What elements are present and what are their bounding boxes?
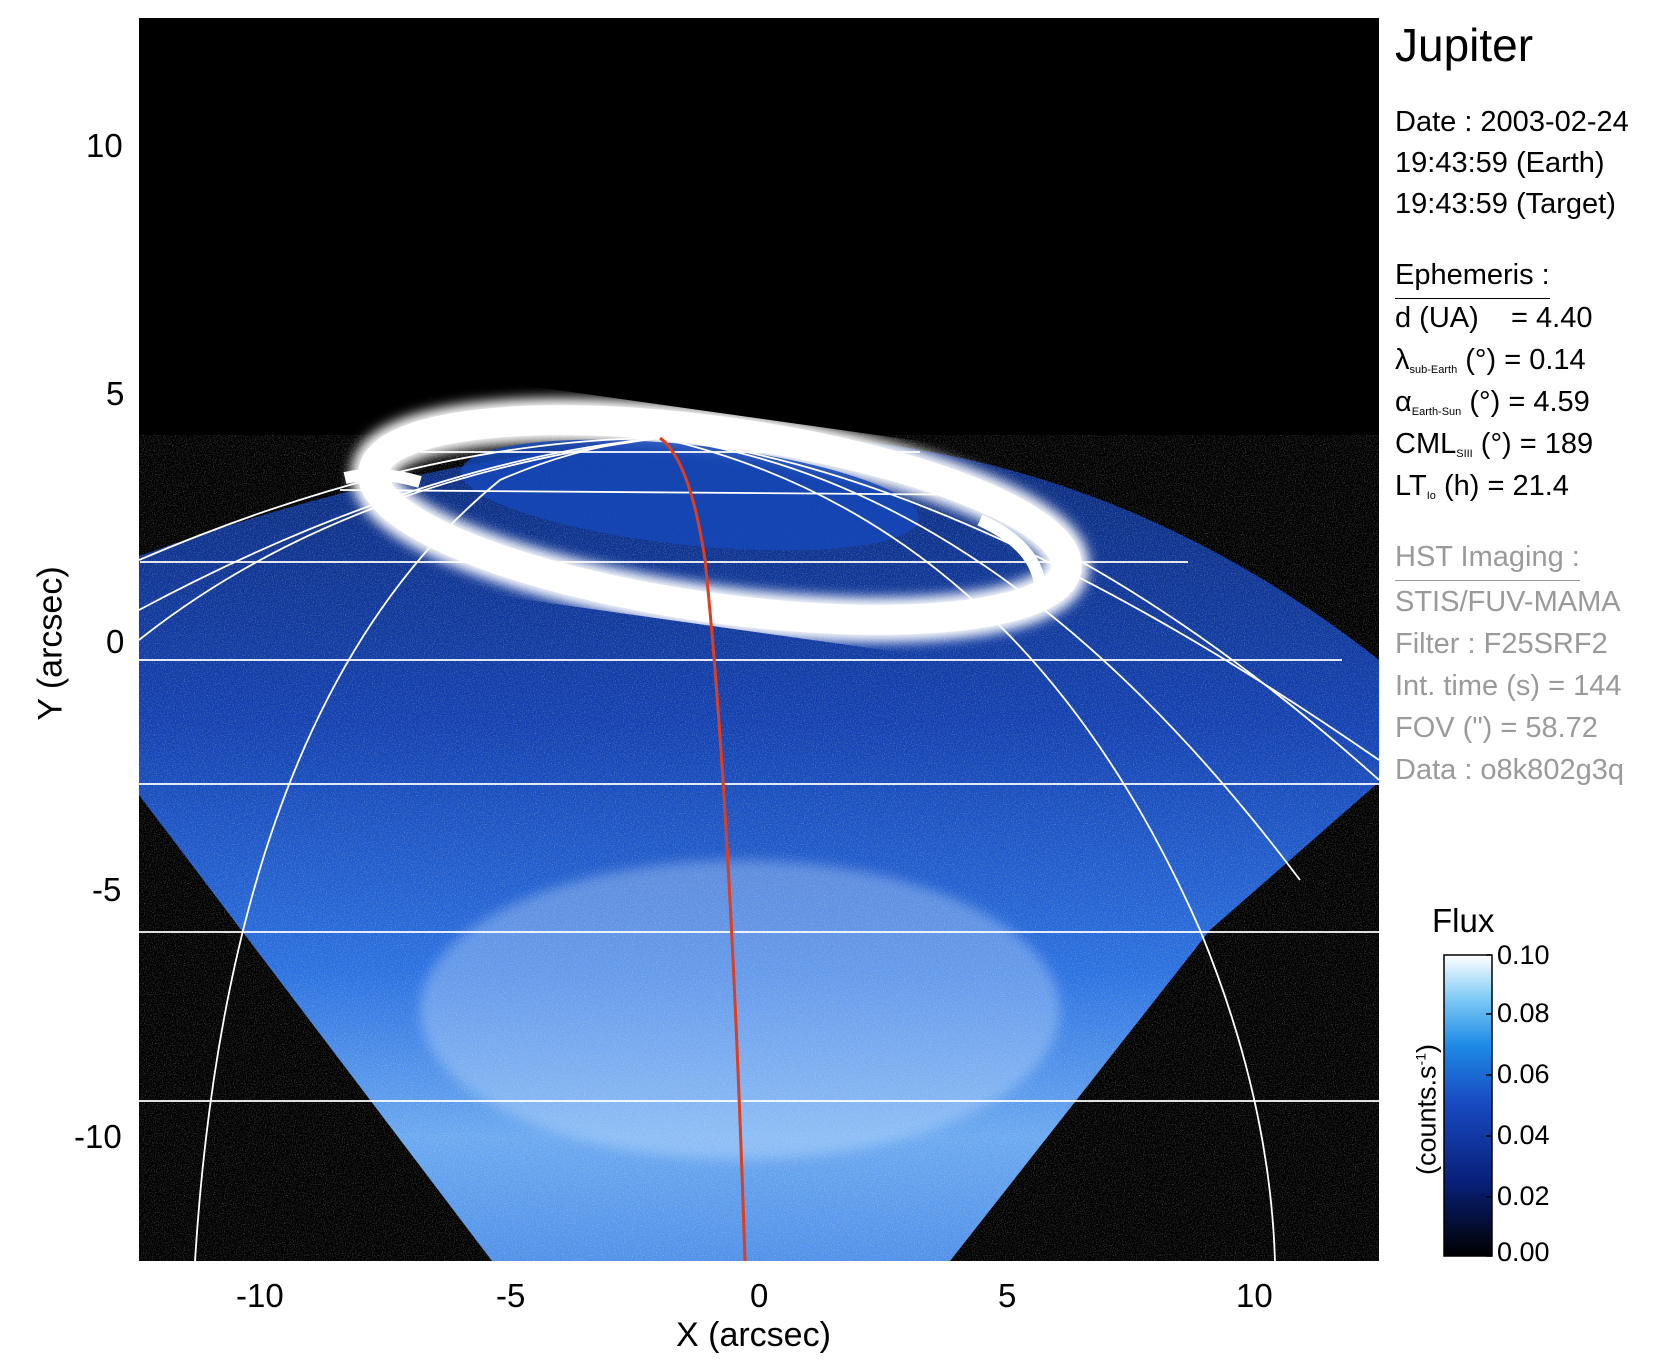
colorbar-tick: 0.04 <box>1497 1120 1550 1150</box>
x-tick: 5 <box>998 1277 1017 1314</box>
y-tick: 0 <box>106 623 125 660</box>
ephemeris-row: λsub-Earth (°) = 0.14 <box>1395 344 1586 376</box>
imaging-instrument: STIS/FUV-MAMA <box>1395 586 1621 618</box>
colorbar <box>1443 954 1493 1257</box>
x-tick: -10 <box>236 1277 284 1314</box>
imaging-header: HST Imaging : <box>1395 537 1580 581</box>
imaging-fov: FOV (") = 58.72 <box>1395 712 1598 744</box>
central-meridian-line <box>659 436 747 1261</box>
imaging-filter: Filter : F25SRF2 <box>1395 628 1608 660</box>
x-axis-label: X (arcsec) <box>676 1316 831 1354</box>
longitude-grid <box>139 437 1379 1261</box>
colorbar-tick: 0.00 <box>1497 1237 1550 1267</box>
y-tick: -5 <box>92 871 122 908</box>
imaging-int-time: Int. time (s) = 144 <box>1395 670 1622 702</box>
colorbar-tick: 0.08 <box>1497 998 1550 1028</box>
ephemeris-row: LTIo (h) = 21.4 <box>1395 470 1569 502</box>
x-tick: 0 <box>750 1277 769 1314</box>
colorbar-tick: 0.10 <box>1497 940 1550 970</box>
x-tick: -5 <box>496 1277 526 1314</box>
y-axis-label: Y (arcsec) <box>31 566 70 721</box>
planet-title: Jupiter <box>1395 19 1534 71</box>
observation-date: Date : 2003-02-24 <box>1395 106 1629 138</box>
x-tick: 10 <box>1236 1277 1273 1314</box>
y-tick: -10 <box>74 1118 122 1155</box>
colorbar-tick: 0.06 <box>1497 1059 1550 1089</box>
ephemeris-header: Ephemeris : <box>1395 255 1550 299</box>
ephemeris-row: αEarth-Sun (°) = 4.59 <box>1395 386 1590 418</box>
y-tick: 5 <box>106 375 125 412</box>
earth-time: 19:43:59 (Earth) <box>1395 147 1605 179</box>
imaging-data-id: Data : o8k802g3q <box>1395 754 1624 786</box>
target-time: 19:43:59 (Target) <box>1395 188 1616 220</box>
colorbar-title: Flux <box>1432 902 1495 939</box>
colorbar-unit-label: (counts.s-1) <box>1411 1044 1442 1175</box>
y-tick: 10 <box>86 127 123 164</box>
latitude-grid <box>139 451 1379 1102</box>
ephemeris-row: CMLSIII (°) = 189 <box>1395 428 1594 460</box>
colorbar-ticks <box>1486 954 1492 1257</box>
ephemeris-row: d (UA) = 4.40 <box>1395 302 1593 334</box>
colorbar-tick: 0.02 <box>1497 1181 1550 1211</box>
